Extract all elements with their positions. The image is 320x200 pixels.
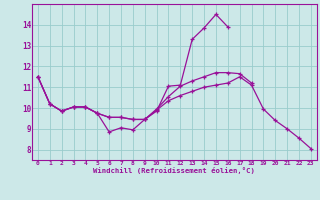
X-axis label: Windchill (Refroidissement éolien,°C): Windchill (Refroidissement éolien,°C) [93,167,255,174]
